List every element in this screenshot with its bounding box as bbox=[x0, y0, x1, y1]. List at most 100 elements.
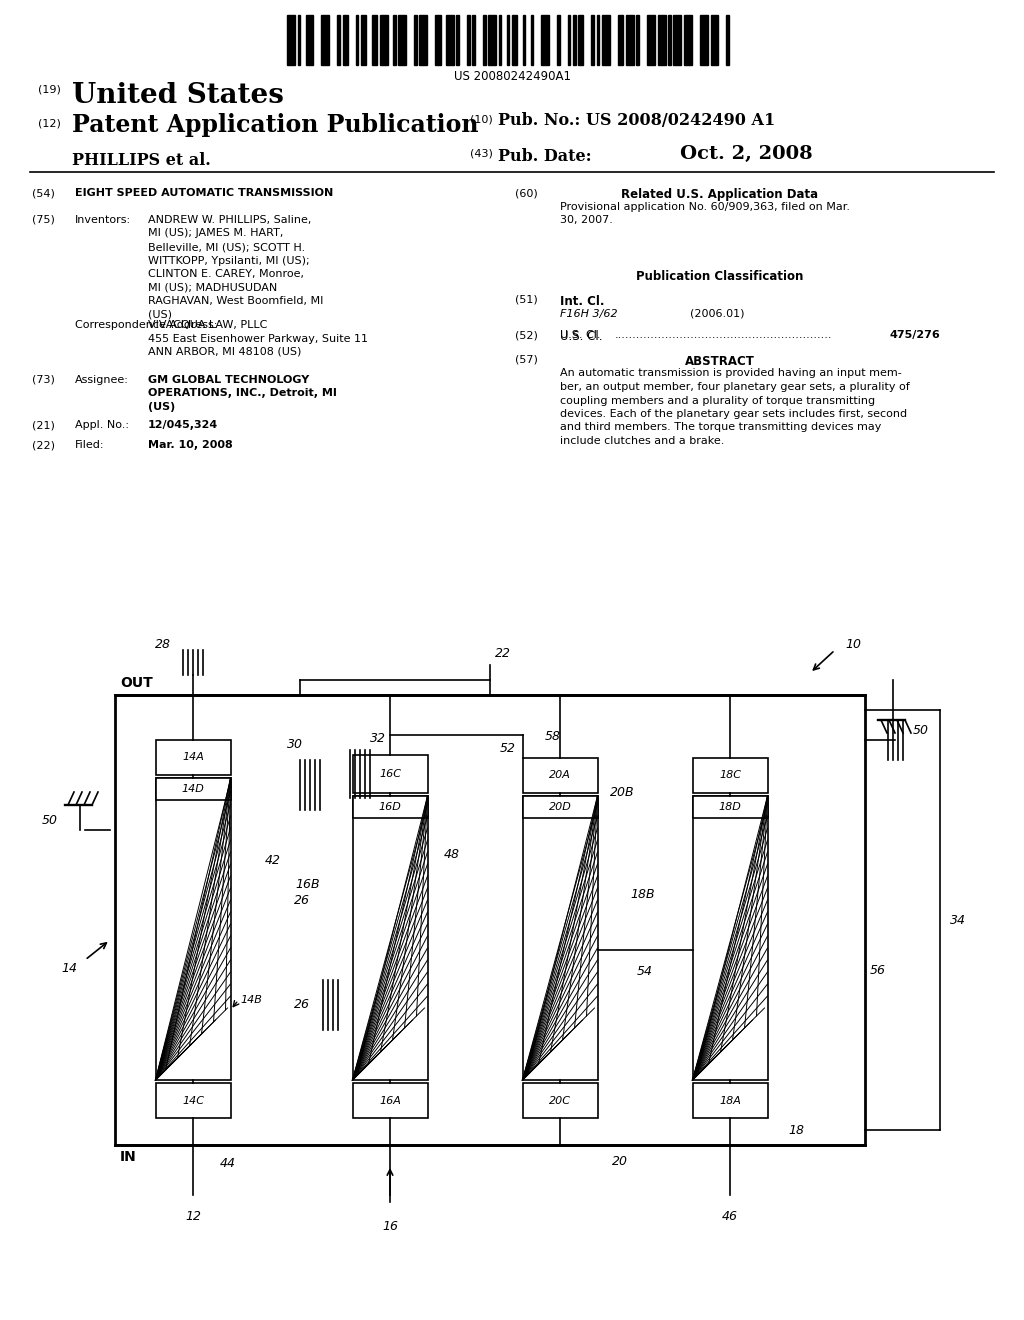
Bar bbox=[361, 15, 367, 65]
Bar bbox=[305, 15, 313, 65]
Text: 22: 22 bbox=[495, 647, 511, 660]
Bar bbox=[617, 15, 624, 65]
Bar bbox=[541, 15, 549, 65]
Bar bbox=[337, 15, 340, 65]
Bar bbox=[445, 15, 454, 65]
Text: 44: 44 bbox=[220, 1158, 236, 1170]
Bar bbox=[352, 796, 427, 1080]
Bar bbox=[522, 15, 525, 65]
Text: 16D: 16D bbox=[379, 803, 401, 812]
Bar bbox=[626, 15, 634, 65]
Text: 20: 20 bbox=[612, 1155, 628, 1168]
Text: Filed:: Filed: bbox=[75, 440, 104, 450]
Text: include clutches and a brake.: include clutches and a brake. bbox=[560, 436, 724, 446]
Text: F16H 3/62: F16H 3/62 bbox=[560, 309, 617, 318]
Text: EIGHT SPEED AUTOMATIC TRANSMISSION: EIGHT SPEED AUTOMATIC TRANSMISSION bbox=[75, 187, 333, 198]
Text: 52: 52 bbox=[500, 742, 516, 755]
Bar bbox=[647, 15, 655, 65]
Text: US 20080242490A1: US 20080242490A1 bbox=[454, 70, 570, 83]
Bar bbox=[343, 15, 348, 65]
Text: ANN ARBOR, MI 48108 (US): ANN ARBOR, MI 48108 (US) bbox=[148, 347, 301, 356]
Text: Belleville, MI (US); SCOTT H.: Belleville, MI (US); SCOTT H. bbox=[148, 242, 305, 252]
Text: (54): (54) bbox=[32, 187, 55, 198]
Bar bbox=[692, 1082, 768, 1118]
Bar bbox=[711, 15, 719, 65]
Bar bbox=[156, 777, 230, 800]
Text: (73): (73) bbox=[32, 375, 55, 385]
Bar bbox=[352, 755, 427, 793]
Text: Inventors:: Inventors: bbox=[75, 215, 131, 224]
Bar bbox=[380, 15, 388, 65]
Text: 475/276: 475/276 bbox=[890, 330, 941, 341]
Text: coupling members and a plurality of torque transmitting: coupling members and a plurality of torq… bbox=[560, 396, 876, 405]
Bar bbox=[522, 796, 597, 818]
Text: 28: 28 bbox=[155, 639, 171, 652]
Text: ABSTRACT: ABSTRACT bbox=[685, 355, 755, 368]
Bar bbox=[115, 696, 865, 1144]
Text: Int. Cl.: Int. Cl. bbox=[560, 294, 604, 308]
Bar bbox=[684, 15, 692, 65]
Text: VIVACQUA LAW, PLLC: VIVACQUA LAW, PLLC bbox=[148, 319, 267, 330]
Bar bbox=[287, 15, 295, 65]
Text: 34: 34 bbox=[950, 913, 966, 927]
Text: ............................................................: ........................................… bbox=[615, 330, 833, 341]
Text: 54: 54 bbox=[637, 965, 653, 978]
Bar bbox=[669, 15, 671, 65]
Bar bbox=[420, 15, 427, 65]
Bar bbox=[355, 15, 358, 65]
Text: An automatic transmission is provided having an input mem-: An automatic transmission is provided ha… bbox=[560, 368, 902, 379]
Text: 14: 14 bbox=[61, 961, 77, 974]
Bar bbox=[472, 15, 475, 65]
Bar bbox=[372, 15, 377, 65]
Text: Appl. No.:: Appl. No.: bbox=[75, 420, 129, 430]
Text: IN: IN bbox=[120, 1150, 137, 1164]
Text: (10): (10) bbox=[470, 115, 493, 125]
Text: (60): (60) bbox=[515, 187, 538, 198]
Text: Publication Classification: Publication Classification bbox=[636, 271, 804, 282]
Bar bbox=[483, 15, 485, 65]
Bar bbox=[522, 1082, 597, 1118]
Bar bbox=[692, 796, 768, 1080]
Text: 50: 50 bbox=[913, 723, 929, 737]
Text: ber, an output member, four planetary gear sets, a plurality of: ber, an output member, four planetary ge… bbox=[560, 381, 909, 392]
Bar bbox=[522, 796, 597, 1080]
Text: 26: 26 bbox=[294, 894, 310, 907]
Text: 18D: 18D bbox=[719, 803, 741, 812]
Bar bbox=[512, 15, 517, 65]
Text: U.S. Cl.: U.S. Cl. bbox=[560, 330, 602, 343]
Text: 455 East Eisenhower Parkway, Suite 11: 455 East Eisenhower Parkway, Suite 11 bbox=[148, 334, 368, 343]
Text: devices. Each of the planetary gear sets includes first, second: devices. Each of the planetary gear sets… bbox=[560, 409, 907, 418]
Text: 48: 48 bbox=[444, 849, 460, 862]
Text: 14D: 14D bbox=[181, 784, 205, 795]
Bar bbox=[602, 15, 610, 65]
Text: 14C: 14C bbox=[182, 1096, 204, 1106]
Bar bbox=[579, 15, 584, 65]
Text: Mar. 10, 2008: Mar. 10, 2008 bbox=[148, 440, 232, 450]
Text: 18C: 18C bbox=[719, 771, 741, 780]
Text: 18: 18 bbox=[788, 1123, 804, 1137]
Text: (US): (US) bbox=[148, 403, 175, 412]
Bar bbox=[499, 15, 502, 65]
Bar bbox=[393, 15, 395, 65]
Text: Pub. No.: US 2008/0242490 A1: Pub. No.: US 2008/0242490 A1 bbox=[498, 112, 775, 129]
Bar bbox=[298, 15, 300, 65]
Text: (2006.01): (2006.01) bbox=[690, 309, 744, 318]
Bar bbox=[322, 15, 330, 65]
Text: 20C: 20C bbox=[549, 1096, 571, 1106]
Bar bbox=[156, 741, 230, 775]
Bar bbox=[657, 15, 666, 65]
Text: 42: 42 bbox=[265, 854, 281, 866]
Bar bbox=[522, 758, 597, 793]
Bar bbox=[692, 758, 768, 793]
Text: 10: 10 bbox=[845, 639, 861, 652]
Bar bbox=[488, 15, 496, 65]
Text: Pub. Date:: Pub. Date: bbox=[498, 148, 592, 165]
Text: 16A: 16A bbox=[379, 1096, 401, 1106]
Text: 58: 58 bbox=[545, 730, 561, 743]
Text: Patent Application Publication: Patent Application Publication bbox=[72, 114, 478, 137]
Text: 20B: 20B bbox=[609, 787, 634, 800]
Bar bbox=[352, 796, 427, 818]
Bar bbox=[572, 15, 575, 65]
Bar bbox=[530, 15, 534, 65]
Bar bbox=[636, 15, 639, 65]
